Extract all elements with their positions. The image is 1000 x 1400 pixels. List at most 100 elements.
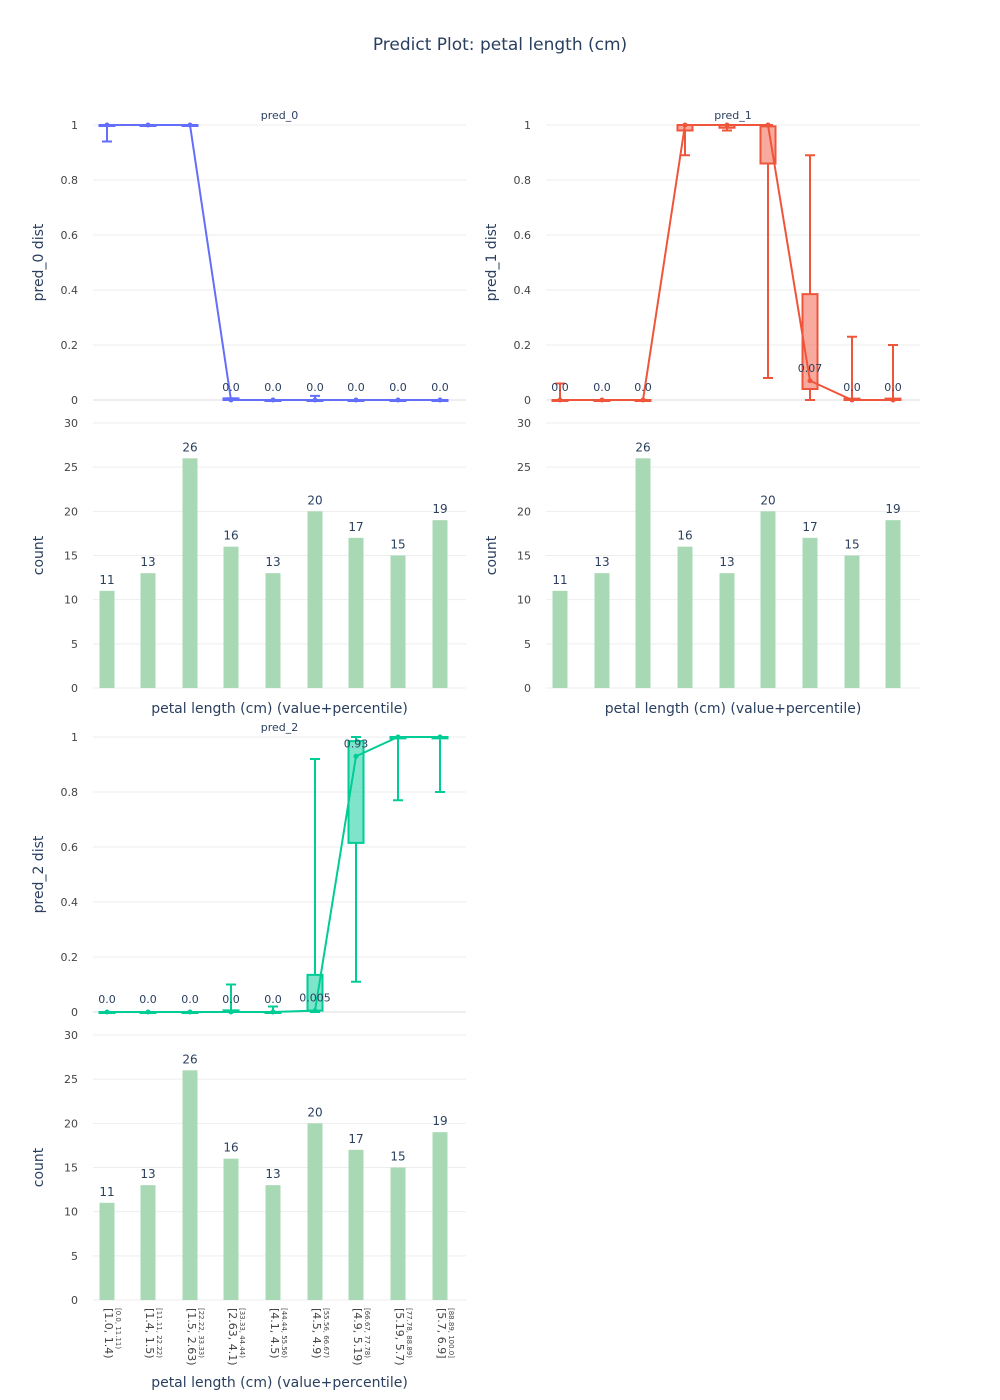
median-value-label: 0.93 xyxy=(344,737,369,750)
x-tick-percentile-label: [88.89, 100.0] xyxy=(447,1308,455,1358)
count-y-tick-label: 0 xyxy=(71,1294,78,1307)
count-bar-label: 26 xyxy=(635,440,650,454)
median-point xyxy=(228,397,234,403)
dist-y-tick-label: 0.6 xyxy=(514,229,532,242)
count-bar-label: 16 xyxy=(223,1141,238,1155)
count-y-tick-label: 15 xyxy=(64,1162,78,1175)
count-y-tick-label: 20 xyxy=(517,505,531,518)
count-bar xyxy=(677,546,693,688)
x-tick-percentile-label: [66.67, 77.78) xyxy=(363,1308,371,1358)
count-bar xyxy=(99,590,115,688)
count-bar xyxy=(432,520,448,688)
box-plot xyxy=(759,124,777,379)
x-tick-label: [5.19, 5.7) xyxy=(393,1308,406,1366)
count-bar-label: 11 xyxy=(99,573,114,587)
median-point xyxy=(682,122,688,128)
median-point xyxy=(187,122,193,128)
x-tick-label: [2.63, 4.1) xyxy=(226,1308,239,1366)
x-tick-label: [5.7, 6.9] xyxy=(435,1308,448,1359)
dist-y-tick-label: 1 xyxy=(71,731,78,744)
count-bar xyxy=(348,1149,364,1300)
median-point xyxy=(104,1009,110,1015)
count-bar-label: 20 xyxy=(307,493,322,507)
count-bar xyxy=(265,1185,281,1300)
dist-y-tick-label: 1 xyxy=(524,119,531,132)
count-bar-label: 15 xyxy=(390,1150,405,1164)
box-plot xyxy=(801,154,819,401)
median-point xyxy=(807,378,813,384)
dist-y-tick-label: 0.4 xyxy=(514,284,532,297)
count-y-tick-label: 30 xyxy=(64,417,78,430)
count-bar xyxy=(348,537,364,688)
dist-y-tick-label: 0 xyxy=(71,394,78,407)
count-y-tick-label: 10 xyxy=(64,594,78,607)
x-axis-title: petal length (cm) (value+percentile) xyxy=(151,1375,408,1391)
median-point xyxy=(765,122,771,128)
median-value-label: 0.0 xyxy=(389,381,407,394)
count-y-tick-label: 20 xyxy=(64,505,78,518)
median-point xyxy=(395,734,401,740)
count-y-tick-label: 20 xyxy=(64,1117,78,1130)
count-bar-label: 15 xyxy=(844,538,859,552)
median-value-label: 0.0 xyxy=(843,381,861,394)
count-y-tick-label: 25 xyxy=(64,1073,78,1086)
count-y-tick-label: 0 xyxy=(524,682,531,695)
dist-y-tick-label: 0.2 xyxy=(514,339,532,352)
count-bars xyxy=(99,458,901,1300)
box-plot xyxy=(431,736,449,793)
median-point xyxy=(353,753,359,759)
x-tick-label: [1.4, 1.5) xyxy=(143,1308,156,1359)
dist-y-tick-label: 0 xyxy=(524,394,531,407)
box-plot xyxy=(389,736,407,802)
median-value-label: 0.0 xyxy=(181,993,199,1006)
count-bar xyxy=(307,1123,323,1300)
median-value-label: 0.0 xyxy=(884,381,902,394)
median-point xyxy=(228,1009,234,1015)
dist-y-axis-title: pred_1 dist xyxy=(484,223,500,301)
x-tick-percentile-label: [44.44, 55.56) xyxy=(280,1308,288,1358)
median-value-label: 0.0 xyxy=(593,381,611,394)
median-point xyxy=(557,397,563,403)
count-y-tick-label: 5 xyxy=(524,638,531,651)
count-bar-label: 19 xyxy=(432,1114,447,1128)
count-y-axis-title: count xyxy=(31,1147,47,1187)
subplot-title: pred_2 xyxy=(261,721,299,734)
count-bar-label: 19 xyxy=(432,502,447,516)
median-value-label: 0.07 xyxy=(798,362,823,375)
count-bar xyxy=(432,1132,448,1300)
count-bar-label: 13 xyxy=(594,555,609,569)
median-value-label: 0.0 xyxy=(306,381,324,394)
x-tick-label: [4.5, 4.9) xyxy=(310,1308,323,1359)
count-bar xyxy=(182,1070,198,1300)
median-value-label: 0.0 xyxy=(431,381,449,394)
count-bar-label: 20 xyxy=(760,493,775,507)
median-point xyxy=(640,397,646,403)
x-tick-percentile-label: [33.33, 44.44) xyxy=(238,1308,246,1358)
count-bar-label: 13 xyxy=(265,1167,280,1181)
dist-y-tick-label: 0.6 xyxy=(61,841,79,854)
median-point xyxy=(849,397,855,403)
x-tick-percentile-label: [77.78, 88.89) xyxy=(405,1308,413,1358)
median-value-label: 0.0 xyxy=(222,993,240,1006)
count-y-axis-title: count xyxy=(31,535,47,575)
dist-y-tick-label: 0.8 xyxy=(514,174,532,187)
median-point xyxy=(104,122,110,128)
x-tick-percentile-label: [11.11, 22.22) xyxy=(155,1308,163,1358)
x-tick-percentile-label: [0.0, 11.11) xyxy=(114,1308,122,1349)
dist-y-tick-label: 0.2 xyxy=(61,951,79,964)
count-y-tick-label: 25 xyxy=(64,461,78,474)
dist-y-tick-label: 0.2 xyxy=(61,339,79,352)
count-bar-label: 13 xyxy=(719,555,734,569)
median-value-label: 0.0 xyxy=(264,993,282,1006)
count-bar-label: 20 xyxy=(307,1105,322,1119)
median-point xyxy=(312,1008,318,1014)
subplot-title: pred_1 xyxy=(714,109,752,122)
count-bar-label: 17 xyxy=(348,520,363,534)
dist-y-axis-title: pred_0 dist xyxy=(31,223,47,301)
count-bar xyxy=(802,537,818,688)
median-line xyxy=(107,124,440,401)
median-point xyxy=(270,397,276,403)
box-plot xyxy=(347,736,365,983)
x-tick-label: [1.5, 2.63) xyxy=(185,1308,198,1366)
